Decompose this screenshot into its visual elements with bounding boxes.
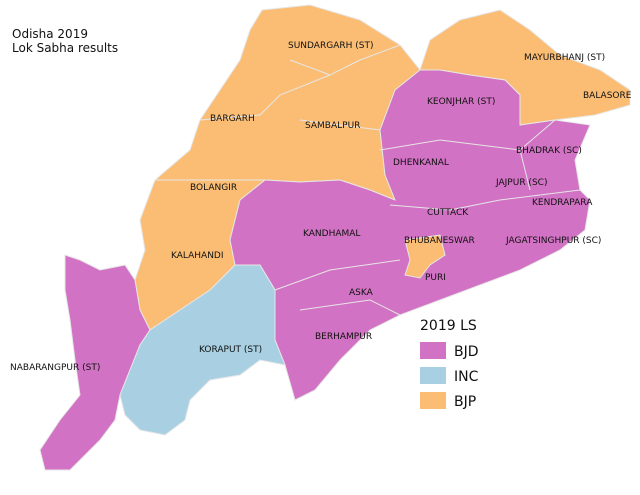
legend-label: BJD xyxy=(454,344,479,360)
title-line: Lok Sabha results xyxy=(12,41,118,55)
region-label: KEONJHAR (ST) xyxy=(427,97,495,107)
region-label: NABARANGPUR (ST) xyxy=(10,363,100,373)
region-label: PURI xyxy=(425,273,446,283)
legend-label: INC xyxy=(454,369,479,385)
region-labels: SUNDARGARH (ST) MAYURBHANJ (ST) BALASORE KE… xyxy=(10,41,632,373)
legend-swatch xyxy=(420,342,446,359)
legend-title: 2019 LS xyxy=(420,318,477,334)
region-label: KALAHANDI xyxy=(171,251,224,261)
region-label: ASKA xyxy=(349,288,374,298)
region-label: KANDHAMAL xyxy=(303,229,360,239)
bjd-southwest xyxy=(39,254,151,471)
title-line: Odisha 2019 xyxy=(12,27,88,41)
region-label: BHADRAK (SC) xyxy=(516,146,582,156)
region-label: BALASORE xyxy=(583,91,632,101)
legend-swatch xyxy=(420,367,446,384)
region-label: BARGARH xyxy=(210,114,255,124)
legend-label: BJP xyxy=(454,394,476,410)
region-label: CUTTACK xyxy=(427,208,469,218)
boundaries xyxy=(155,44,581,316)
region-label: BHUBANESWAR xyxy=(404,236,475,246)
region-label: JAGATSINGHPUR (SC) xyxy=(505,236,601,246)
region-label: BOLANGIR xyxy=(190,183,237,193)
region-label: MAYURBHANJ (ST) xyxy=(524,53,605,63)
bjp-coast xyxy=(404,234,446,279)
region-label: KORAPUT (ST) xyxy=(199,345,262,355)
region-label: DHENKANAL xyxy=(393,158,449,168)
region-label: BERHAMPUR xyxy=(315,332,372,342)
region-label: SAMBALPUR xyxy=(305,121,360,131)
regions xyxy=(39,4,631,471)
region-label: SUNDARGARH (ST) xyxy=(288,41,373,51)
legend: 2019 LS BJD INC BJP xyxy=(420,318,479,410)
inc-south xyxy=(119,264,286,436)
region-label: JAJPUR (SC) xyxy=(495,178,547,188)
legend-swatch xyxy=(420,392,446,409)
region-label: KENDRAPARA xyxy=(532,198,593,208)
